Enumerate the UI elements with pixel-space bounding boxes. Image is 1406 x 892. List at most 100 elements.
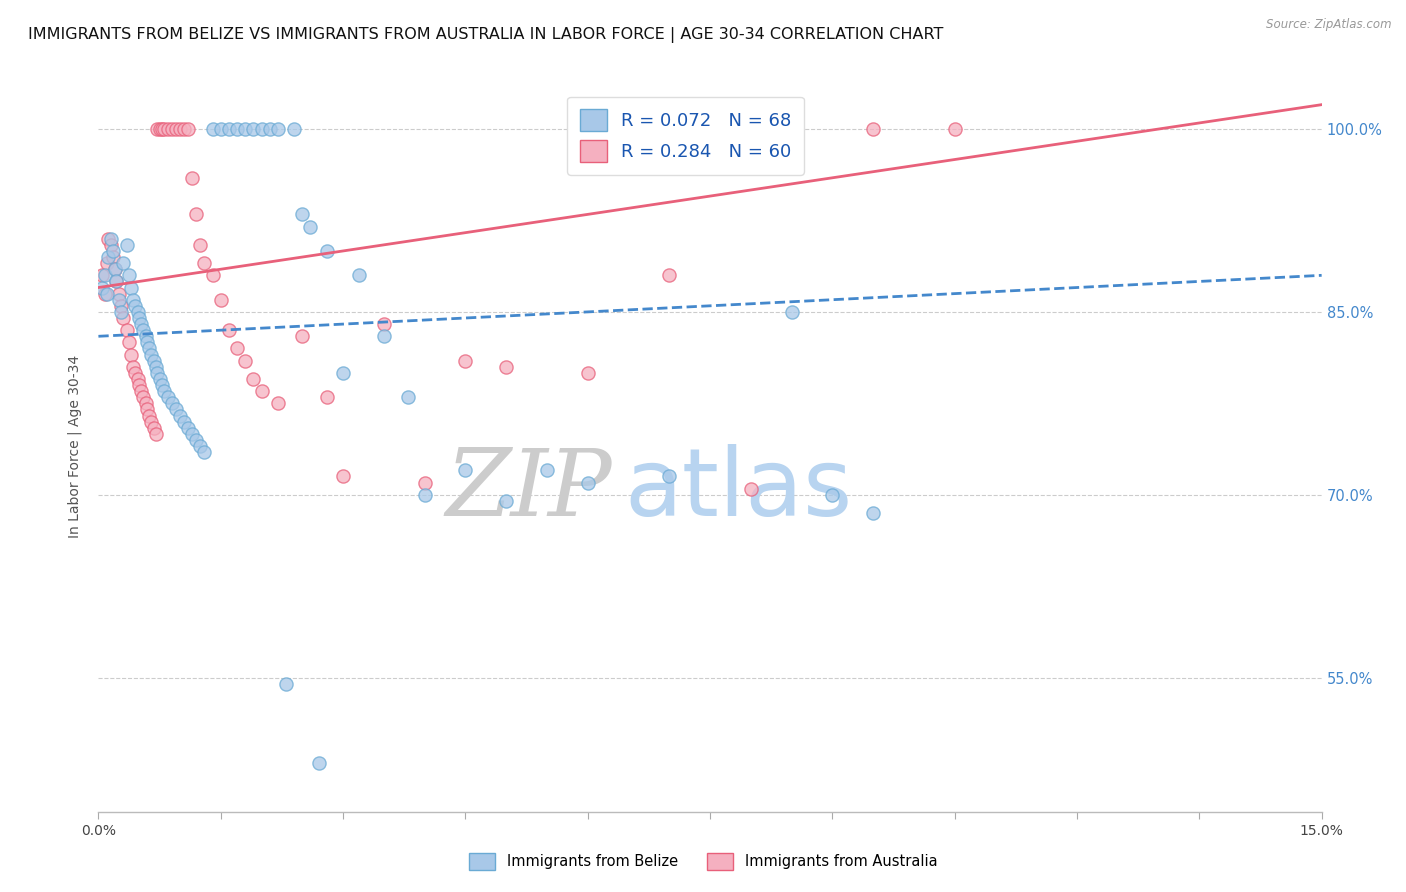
Point [111,311,134,326]
Point [121,293,143,307]
Point [315,244,337,258]
Point [218,122,240,136]
Point [101,244,124,258]
Point [115,323,138,337]
Point [943,122,966,136]
Point [156,122,179,136]
Point [226,122,249,136]
Point [413,488,436,502]
Point [209,293,232,307]
Point [169,409,191,423]
Point [209,122,232,136]
Point [118,335,141,350]
Point [495,493,517,508]
Point [396,390,419,404]
Point [218,323,240,337]
Point [100,232,122,246]
Point [862,506,884,520]
Point [136,335,159,350]
Point [576,475,599,490]
Point [132,323,155,337]
Point [201,268,224,283]
Point [165,122,187,136]
Point [299,219,322,234]
Point [315,390,337,404]
Point [495,359,517,374]
Legend: R = 0.072   N = 68, R = 0.284   N = 60: R = 0.072 N = 68, R = 0.284 N = 60 [567,96,804,175]
Point [291,207,314,221]
Point [181,170,204,185]
Point [177,122,200,136]
Point [121,359,143,374]
Point [100,238,122,252]
Point [145,426,167,441]
Point [91,268,114,283]
Point [111,256,134,270]
Point [780,305,803,319]
Point [124,366,146,380]
Legend: Immigrants from Belize, Immigrants from Australia: Immigrants from Belize, Immigrants from … [463,847,943,876]
Point [108,293,131,307]
Point [118,268,141,283]
Point [96,286,118,301]
Point [332,366,354,380]
Point [173,122,195,136]
Point [821,488,844,502]
Y-axis label: In Labor Force | Age 30-34: In Labor Force | Age 30-34 [67,354,83,538]
Point [188,439,212,453]
Point [135,396,157,410]
Point [97,232,120,246]
Point [115,238,138,252]
Point [658,268,681,283]
Point [136,402,159,417]
Point [242,122,264,136]
Point [274,676,297,690]
Point [373,317,395,331]
Point [165,402,187,417]
Point [186,433,208,447]
Point [101,250,124,264]
Point [145,359,167,374]
Point [104,262,127,277]
Point [193,256,215,270]
Point [129,384,152,398]
Point [250,122,273,136]
Text: Source: ZipAtlas.com: Source: ZipAtlas.com [1267,18,1392,31]
Point [373,329,395,343]
Point [142,353,165,368]
Point [169,122,191,136]
Point [124,299,146,313]
Point [96,256,118,270]
Point [91,280,114,294]
Point [291,329,314,343]
Point [193,445,215,459]
Point [349,268,371,283]
Point [250,384,273,398]
Text: atlas: atlas [624,444,852,536]
Point [146,122,169,136]
Point [152,384,174,398]
Point [160,396,183,410]
Point [308,756,330,770]
Point [127,305,149,319]
Point [104,262,127,277]
Point [177,420,200,434]
Point [97,250,120,264]
Point [283,122,305,136]
Point [233,353,256,368]
Point [129,317,152,331]
Point [267,122,290,136]
Point [138,342,160,356]
Point [150,122,173,136]
Point [536,463,558,477]
Point [267,396,290,410]
Point [201,122,224,136]
Point [127,372,149,386]
Point [576,366,599,380]
Point [108,286,131,301]
Point [181,426,204,441]
Point [740,482,762,496]
Point [138,409,160,423]
Point [105,274,128,288]
Point [120,347,142,362]
